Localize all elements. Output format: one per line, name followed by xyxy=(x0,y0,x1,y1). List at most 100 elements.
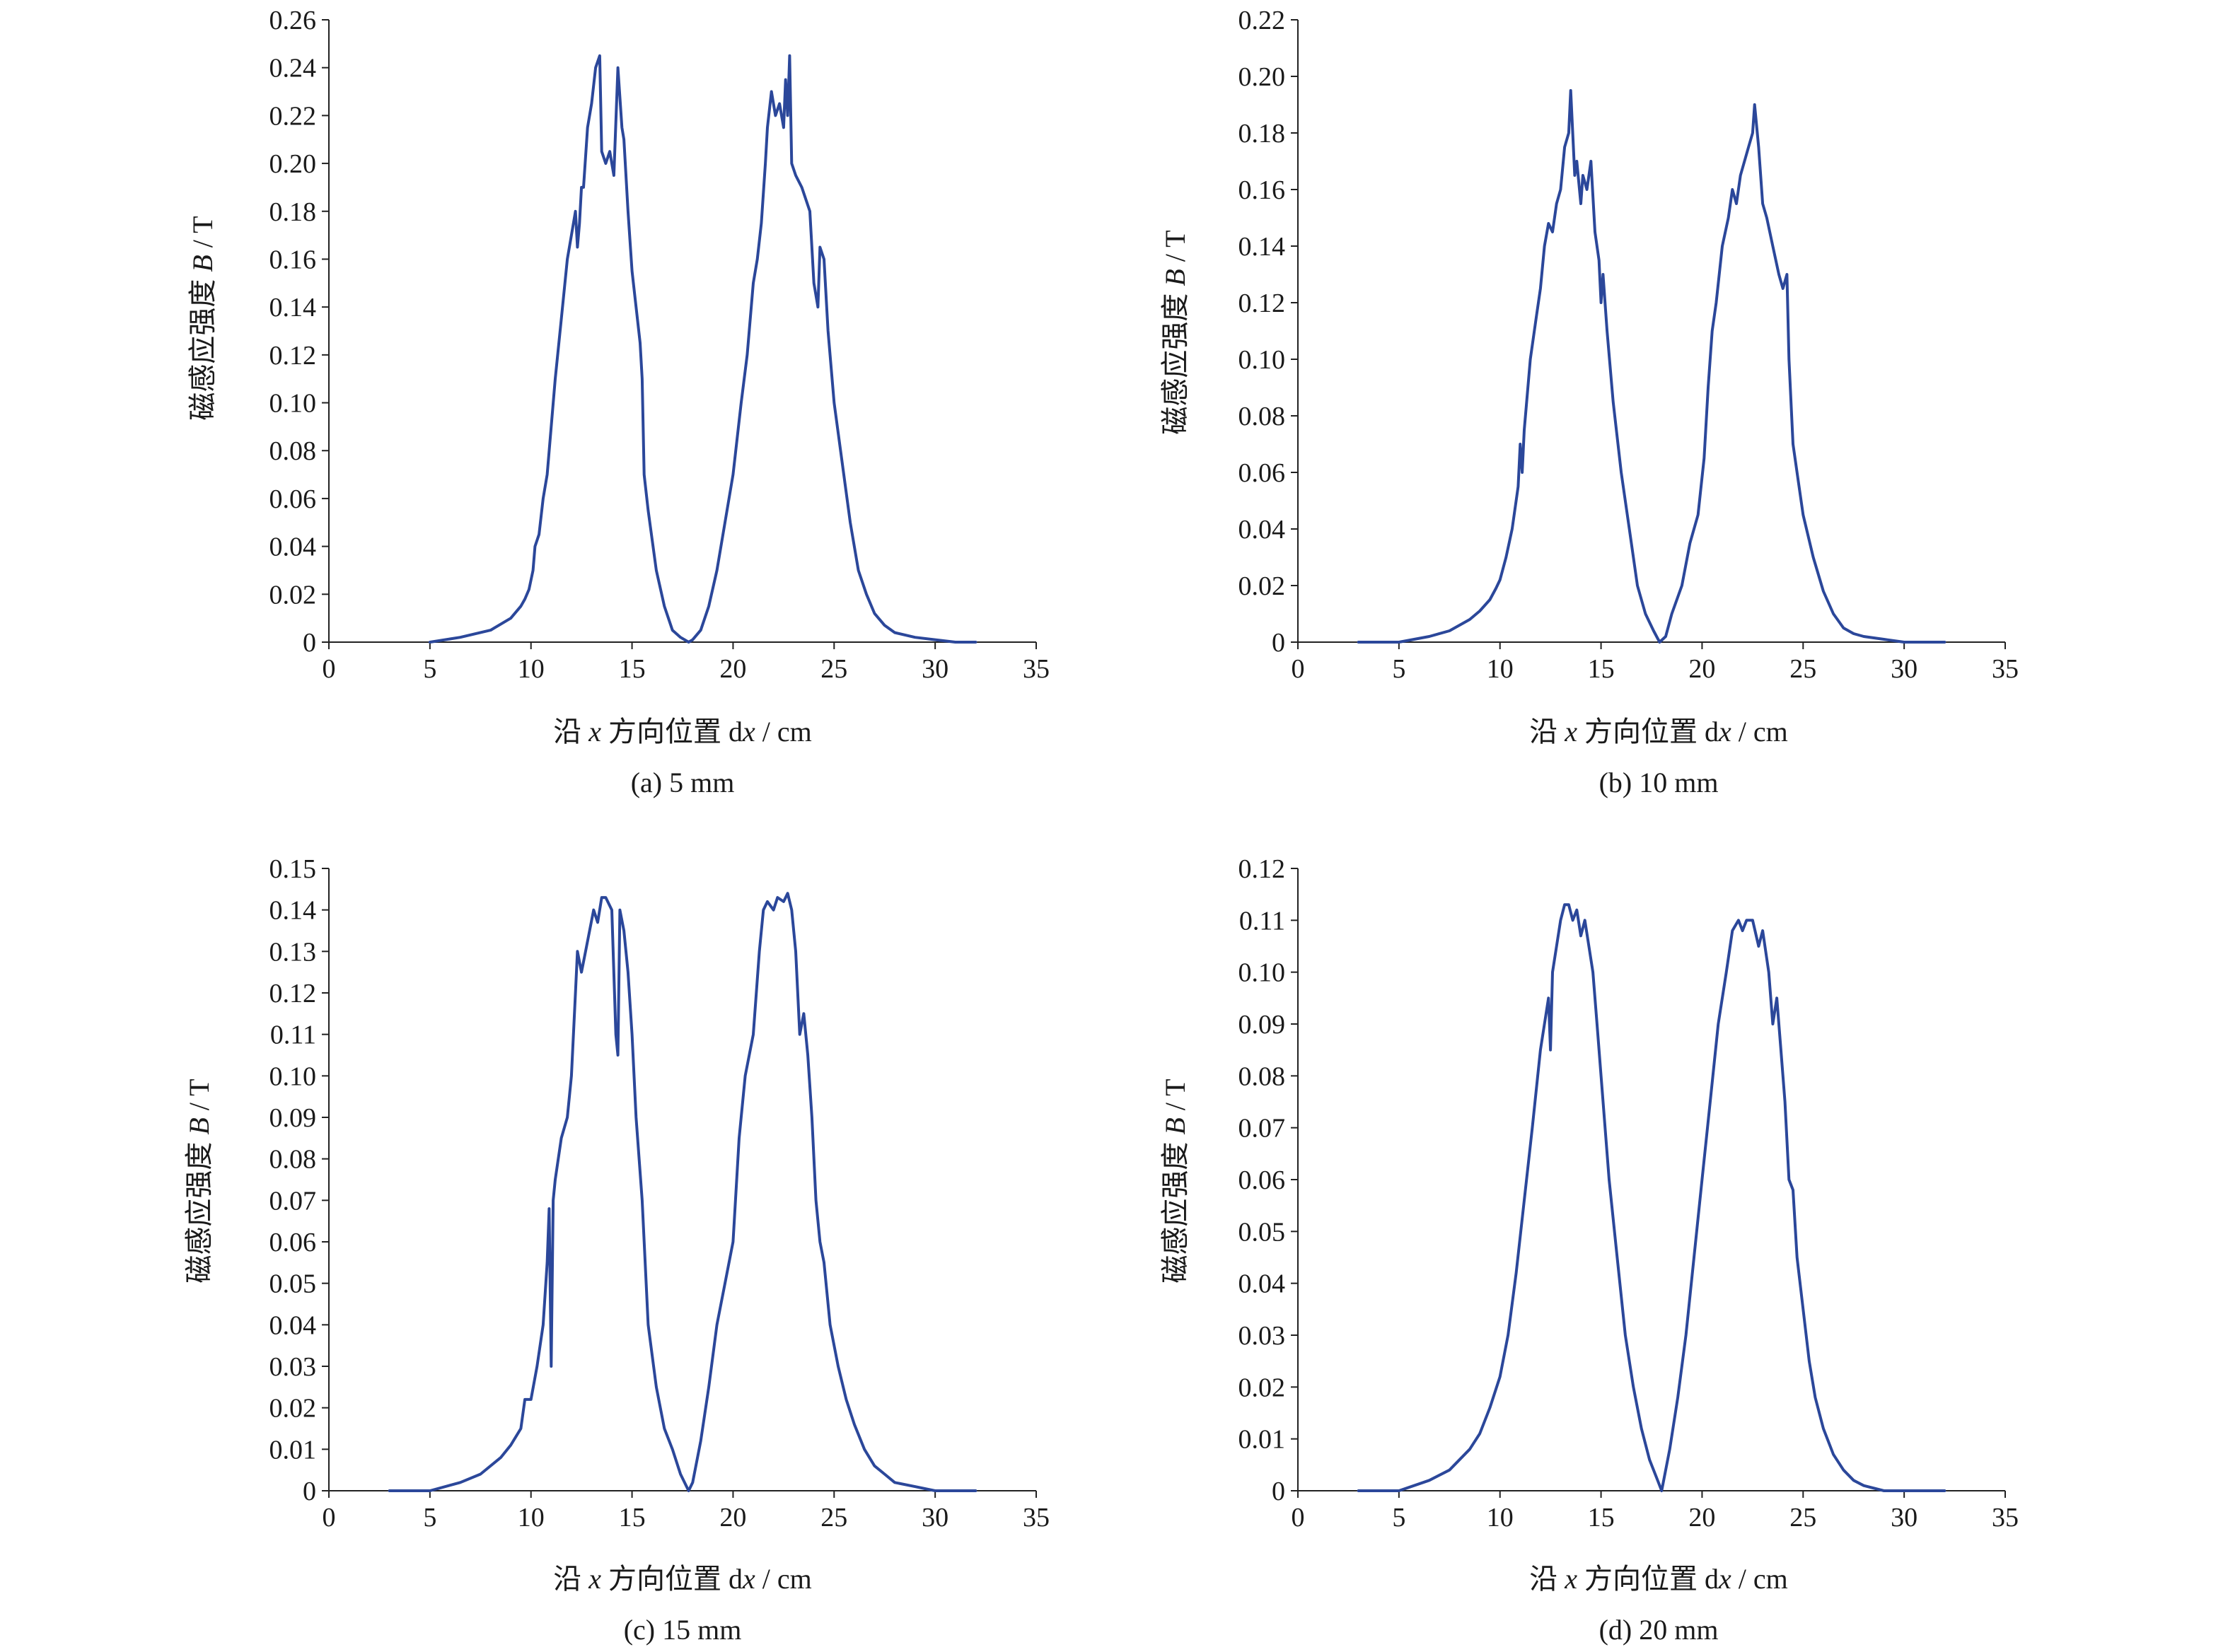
y-tick-label-d: 0.08 xyxy=(1238,1061,1286,1091)
x-axis-label-b: 沿 x 方向位置 dx / cm xyxy=(1529,716,1788,748)
x-tick-label-b: 35 xyxy=(1992,654,2019,684)
y-tick-label-d: 0.10 xyxy=(1238,958,1286,988)
x-tick-label-b: 10 xyxy=(1487,654,1514,684)
y-tick-label-a: 0.20 xyxy=(269,149,317,179)
x-tick-label-a: 20 xyxy=(719,654,746,684)
caption-d: (d) 20 mm xyxy=(1599,1614,1719,1646)
series-line-c xyxy=(388,892,977,1492)
panel-d: 0 5 10 15 20 25 30 35 0 0.01 0.02 0.03 0.04 0.05 0.06 0… xyxy=(1159,854,2019,1646)
y-tick-label-c: 0.11 xyxy=(270,1020,316,1050)
x-tick-label-c: 10 xyxy=(518,1503,545,1532)
y-tick-label-b: 0.04 xyxy=(1238,515,1286,545)
y-tick-label-d: 0.06 xyxy=(1238,1165,1286,1195)
y-tick-label-a: 0.22 xyxy=(269,101,317,131)
plot-area-b: 0 5 10 15 20 25 30 35 0 0.02 0.04 0.06 0.08 0.10 0.12 0… xyxy=(1238,6,2019,684)
y-tick-label-c: 0.03 xyxy=(269,1352,317,1382)
x-tick-label-c: 0 xyxy=(323,1503,336,1532)
y-tick-label-a: 0 xyxy=(303,628,316,658)
panel-c: 0 5 10 15 20 25 30 35 0 0.01 0.02 0.03 0.04 0.05 0.06 0… xyxy=(183,854,1050,1646)
x-tick-label-c: 25 xyxy=(820,1503,847,1532)
y-tick-label-b: 0.20 xyxy=(1238,62,1286,92)
y-tick-label-c: 0.04 xyxy=(269,1310,317,1340)
x-tick-label-b: 20 xyxy=(1688,654,1715,684)
y-tick-label-a: 0.08 xyxy=(269,436,317,466)
x-tick-label-c: 5 xyxy=(423,1503,436,1532)
y-tick-label-d: 0 xyxy=(1272,1477,1285,1506)
x-tick-label-a: 5 xyxy=(423,654,436,684)
y-tick-label-c: 0.15 xyxy=(269,854,317,884)
x-tick-label-d: 20 xyxy=(1688,1503,1715,1532)
y-tick-label-b: 0.06 xyxy=(1238,458,1286,488)
x-tick-label-b: 5 xyxy=(1392,654,1405,684)
x-tick-label-d: 10 xyxy=(1487,1503,1514,1532)
y-tick-label-c: 0.02 xyxy=(269,1394,317,1424)
y-tick-label-c: 0.06 xyxy=(269,1228,317,1257)
y-tick-label-d: 0.07 xyxy=(1238,1114,1286,1144)
x-tick-label-c: 15 xyxy=(619,1503,646,1532)
x-axis-label-a: 沿 x 方向位置 dx / cm xyxy=(553,716,812,748)
caption-c: (c) 15 mm xyxy=(624,1614,742,1646)
y-tick-label-b: 0.02 xyxy=(1238,571,1286,601)
y-tick-label-b: 0.16 xyxy=(1238,175,1286,205)
x-tick-label-a: 10 xyxy=(518,654,545,684)
y-tick-label-d: 0.12 xyxy=(1238,854,1286,884)
y-tick-label-d: 0.02 xyxy=(1238,1373,1286,1402)
y-tick-label-b: 0.18 xyxy=(1238,119,1286,149)
y-tick-label-c: 0.08 xyxy=(269,1145,317,1175)
x-tick-label-b: 30 xyxy=(1891,654,1917,684)
y-tick-label-a: 0.14 xyxy=(269,293,317,322)
x-tick-label-b: 15 xyxy=(1588,654,1615,684)
y-tick-label-a: 0.12 xyxy=(269,341,317,371)
x-tick-label-a: 30 xyxy=(922,654,948,684)
y-tick-label-b: 0.14 xyxy=(1238,232,1286,262)
x-tick-label-a: 0 xyxy=(323,654,336,684)
x-tick-label-a: 25 xyxy=(820,654,847,684)
x-axis-label-c: 沿 x 方向位置 dx / cm xyxy=(553,1563,812,1595)
y-axis-label-d: 磁感应强度 B / T xyxy=(1159,1078,1191,1283)
y-tick-label-b: 0.08 xyxy=(1238,402,1286,431)
y-tick-label-c: 0.13 xyxy=(269,937,317,967)
y-tick-label-c: 0.05 xyxy=(269,1269,317,1299)
plot-area-d: 0 5 10 15 20 25 30 35 0 0.01 0.02 0.03 0.04 0.05 0.06 0… xyxy=(1238,854,2019,1532)
x-tick-label-b: 25 xyxy=(1789,654,1816,684)
y-tick-label-c: 0.09 xyxy=(269,1103,317,1133)
y-tick-label-a: 0.02 xyxy=(269,580,317,610)
y-tick-label-c: 0.10 xyxy=(269,1061,317,1091)
y-tick-label-a: 0.04 xyxy=(269,533,317,562)
y-axis-label-c: 磁感应强度 B / T xyxy=(183,1078,215,1283)
y-tick-label-a: 0.10 xyxy=(269,389,317,419)
series-line-b xyxy=(1357,89,1946,644)
plot-area-a: 0 5 10 15 20 25 30 35 0 0.02 0.04 0.06 0.08 0.10 0.12 0… xyxy=(269,6,1050,684)
x-tick-label-b: 0 xyxy=(1292,654,1305,684)
y-tick-label-d: 0.01 xyxy=(1238,1425,1286,1455)
x-tick-label-d: 30 xyxy=(1891,1503,1917,1532)
y-tick-label-b: 0 xyxy=(1272,628,1285,658)
series-line-d xyxy=(1357,903,1946,1492)
panel-b: 0 5 10 15 20 25 30 35 0 0.02 0.04 0.06 0.08 0.10 0.12 0… xyxy=(1159,6,2019,798)
y-tick-label-d: 0.09 xyxy=(1238,1010,1286,1040)
y-tick-label-a: 0.16 xyxy=(269,245,317,274)
y-tick-label-b: 0.10 xyxy=(1238,345,1286,375)
x-tick-label-a: 35 xyxy=(1023,654,1050,684)
y-tick-label-c: 0 xyxy=(303,1477,316,1506)
x-tick-label-d: 0 xyxy=(1292,1503,1305,1532)
y-tick-label-a: 0.18 xyxy=(269,197,317,227)
y-tick-label-c: 0.14 xyxy=(269,896,317,926)
y-axis-label-b: 磁感应强度 B / T xyxy=(1159,230,1191,434)
y-tick-label-b: 0.12 xyxy=(1238,289,1286,318)
x-tick-label-c: 30 xyxy=(922,1503,948,1532)
x-tick-label-d: 15 xyxy=(1588,1503,1615,1532)
y-tick-label-c: 0.12 xyxy=(269,979,317,1008)
series-line-a xyxy=(428,54,977,644)
x-tick-label-a: 15 xyxy=(619,654,646,684)
y-tick-label-d: 0.03 xyxy=(1238,1321,1286,1351)
y-tick-label-b: 0.22 xyxy=(1238,6,1286,35)
y-tick-label-d: 0.11 xyxy=(1239,906,1285,936)
y-tick-label-a: 0.26 xyxy=(269,6,317,35)
panel-a: 0 5 10 15 20 25 30 35 0 0.02 0.04 0.06 0.08 0.10 0.12 0… xyxy=(187,6,1050,798)
y-tick-label-c: 0.01 xyxy=(269,1435,317,1465)
y-tick-label-d: 0.04 xyxy=(1238,1269,1286,1299)
x-tick-label-d: 5 xyxy=(1392,1503,1405,1532)
y-axis-label-a: 磁感应强度 B / T xyxy=(187,216,219,420)
